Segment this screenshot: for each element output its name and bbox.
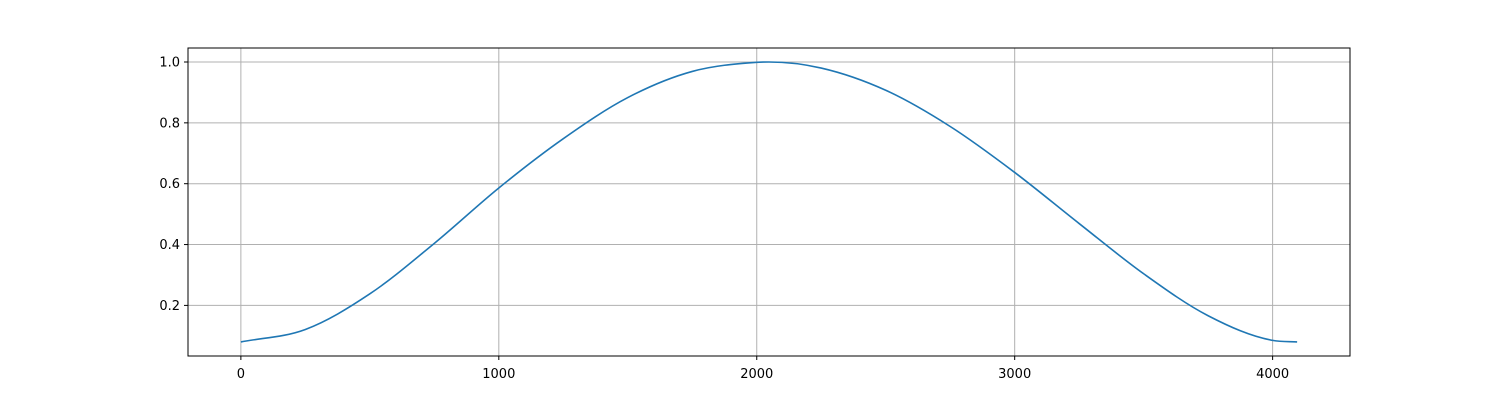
- x-tick-label: 3000: [998, 367, 1031, 382]
- y-tick-label: 0.4: [159, 238, 180, 253]
- x-tick-label: 4000: [1256, 367, 1289, 382]
- plot-frame: [187, 47, 1351, 357]
- axis-tick-labels: 0 1000 2000 3000 4000 0.2 0.4 0.6 0.8 1.0: [159, 55, 1289, 382]
- x-tick-label: 1000: [482, 367, 515, 382]
- x-tick-label: 2000: [740, 367, 773, 382]
- y-tick-label: 0.2: [159, 299, 180, 314]
- series-line: [240, 61, 1298, 343]
- y-tick-label: 1.0: [159, 55, 180, 70]
- y-tick-label: 0.6: [159, 177, 180, 192]
- plot-area: [188, 48, 1350, 356]
- x-tick-label: 0: [237, 367, 245, 382]
- series-layer: [240, 61, 1298, 343]
- axis-ticks: [184, 61, 1274, 360]
- y-tick-label: 0.8: [159, 116, 180, 131]
